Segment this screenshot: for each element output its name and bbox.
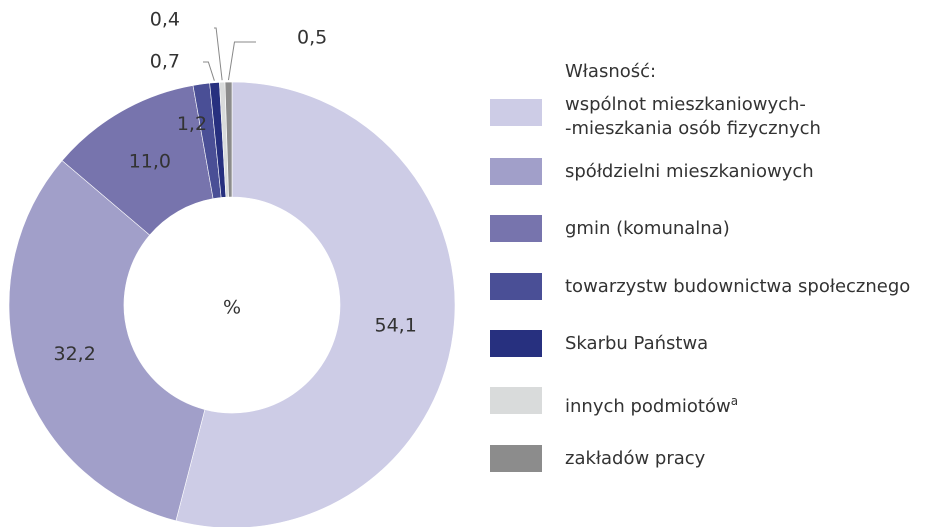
data-label: 54,1 bbox=[375, 314, 417, 336]
data-label: 11,0 bbox=[129, 150, 171, 172]
legend-label: wspólnot mieszkaniowych- -mieszkania osó… bbox=[565, 94, 821, 139]
legend-label: zakładów pracy bbox=[565, 448, 706, 469]
legend-swatch bbox=[490, 273, 542, 300]
leader-line bbox=[227, 41, 256, 81]
legend-title: Własność: bbox=[565, 61, 657, 82]
donut-slice bbox=[8, 160, 206, 522]
legend-swatch bbox=[490, 445, 542, 472]
legend-label: spółdzielni mieszkaniowych bbox=[565, 161, 814, 182]
legend-label: innych podmiotówa bbox=[565, 394, 739, 417]
data-label: 32,2 bbox=[54, 343, 96, 365]
donut-slice bbox=[224, 81, 233, 198]
data-label: 0,4 bbox=[150, 9, 180, 31]
legend-label: Skarbu Państwa bbox=[565, 333, 709, 354]
center-label: % bbox=[223, 297, 241, 319]
legend-swatch bbox=[490, 215, 542, 242]
legend-swatch bbox=[490, 158, 542, 185]
legend-swatch bbox=[490, 99, 542, 126]
legend-label: gmin (komunalna) bbox=[565, 218, 730, 239]
legend-superscript: a bbox=[730, 394, 739, 408]
donut-slice bbox=[175, 81, 456, 527]
data-label: 0,5 bbox=[297, 27, 327, 49]
data-label: 0,7 bbox=[150, 51, 180, 73]
leader-line bbox=[203, 61, 215, 81]
data-label: 1,2 bbox=[177, 113, 207, 135]
leader-line bbox=[214, 27, 223, 81]
legend-swatch bbox=[490, 330, 542, 357]
legend-swatch bbox=[490, 387, 542, 414]
legend-label: towarzystw budownictwa społecznego bbox=[565, 276, 911, 297]
